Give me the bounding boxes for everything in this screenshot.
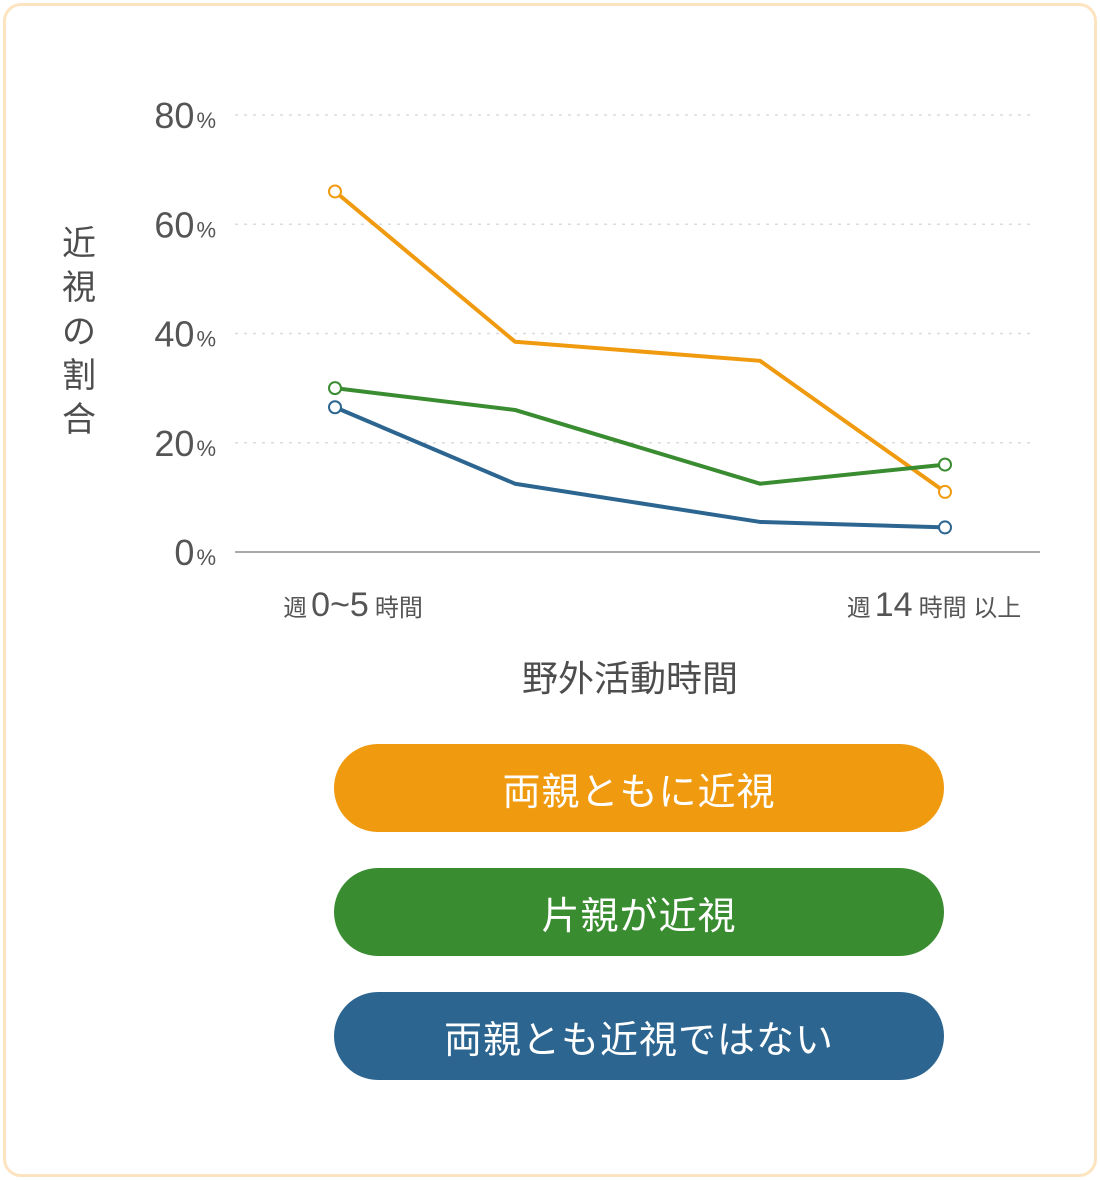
legend-label: 片親が近視: [541, 893, 737, 938]
legend-item-neither-parent: 両親とも近視ではない: [334, 992, 944, 1080]
x-tick-label-first: 週 0~5 時間: [283, 586, 423, 624]
y-axis-title: 近視の割合: [54, 222, 104, 442]
chart-card: [3, 3, 1097, 1177]
data-point-2: [938, 520, 952, 535]
data-point-1: [938, 457, 952, 472]
data-point-2: [328, 400, 342, 415]
data-point-1: [328, 381, 342, 396]
data-point-0: [938, 484, 952, 499]
series-line-2: [334, 405, 946, 530]
data-point-0: [328, 184, 342, 199]
y-tick-label: 80%: [154, 95, 216, 136]
y-tick-label: 0%: [174, 532, 216, 573]
legend-item-one-parent: 片親が近視: [334, 868, 944, 956]
legend-item-both-parents: 両親ともに近視: [334, 744, 944, 832]
y-tick-label: 60%: [154, 204, 216, 245]
y-axis-title-char: の: [62, 312, 96, 352]
legend-label: 両親ともに近視: [502, 769, 776, 814]
series-line-0: [333, 189, 947, 494]
y-axis-title-char: 合: [62, 400, 96, 440]
legend-label: 両親とも近視ではない: [443, 1017, 834, 1062]
x-tick-label-last: 週 14 時間 以上: [847, 586, 1022, 624]
y-tick-label: 20%: [154, 423, 216, 464]
x-axis-title: 野外活動時間: [521, 659, 738, 700]
y-axis-title-char: 近: [62, 224, 96, 264]
series-line-1: [334, 386, 946, 486]
y-axis-title-char: 視: [62, 268, 96, 308]
y-axis-title-char: 割: [62, 356, 96, 396]
y-tick-label: 40%: [154, 314, 216, 355]
